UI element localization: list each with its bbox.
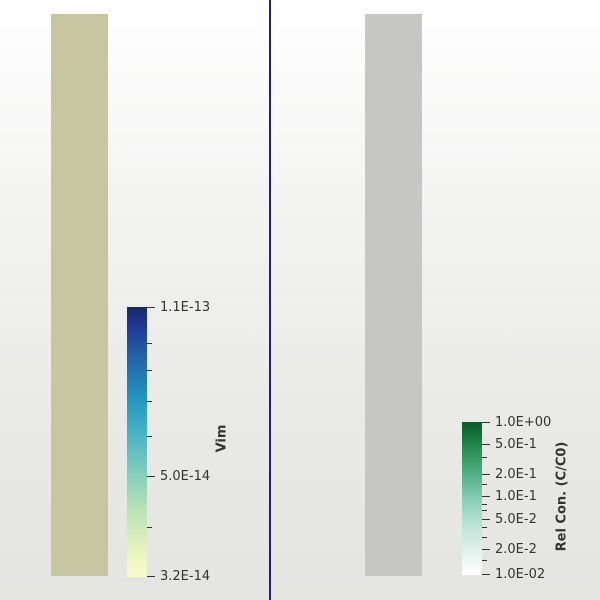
colorbar-tick (482, 510, 487, 511)
colorbar-tick (482, 457, 487, 458)
right-viewport[interactable]: 1.0E+00 5.0E-1 2.0E-1 1.0E-1 5.0E-2 2.0E… (271, 0, 600, 600)
colorbar-tick (147, 476, 155, 477)
colorbar-label-mid: 5.0E-14 (160, 469, 211, 484)
viewport-divider[interactable] (269, 0, 271, 600)
colorbar-label: 5.0E-2 (495, 512, 537, 527)
colorbar-tick (147, 370, 152, 371)
mesh-column-left (51, 14, 108, 576)
colorbar-tick (147, 401, 152, 402)
colorbar-title: Vim (214, 424, 230, 453)
colorbar-label: 2.0E-2 (495, 542, 537, 557)
colorbar-tick (147, 527, 152, 528)
colorbar-tick (482, 484, 487, 485)
colorbar-tick (482, 519, 490, 520)
colorbar-label: 1.0E-02 (495, 567, 546, 582)
colorbar-tick (147, 436, 152, 437)
colorbar-label: 1.0E+00 (495, 415, 552, 430)
colorbar-tick (482, 527, 487, 528)
colorbar-tick (482, 422, 490, 423)
colorbar-tick (147, 307, 155, 308)
colorbar-tick (482, 474, 490, 475)
left-viewport[interactable]: 1.1E-13 5.0E-14 3.2E-14 Vim (0, 0, 269, 600)
colorbar-tick (147, 343, 152, 344)
colorbar-title: Rel Con. (C/C0) (554, 441, 570, 552)
colorbar-label-max: 1.1E-13 (160, 300, 211, 315)
colorbar-tick (147, 576, 155, 577)
colorbar-tick (482, 574, 490, 575)
colorbar-label-min: 3.2E-14 (160, 569, 211, 584)
vim-colorbar (127, 307, 147, 577)
colorbar-tick (482, 496, 490, 497)
colorbar-tick (482, 444, 490, 445)
colorbar-label: 5.0E-1 (495, 437, 537, 452)
colorbar-tick (482, 560, 487, 561)
colorbar-label: 1.0E-1 (495, 489, 537, 504)
colorbar-tick (482, 537, 487, 538)
colorbar-tick (482, 504, 487, 505)
mesh-column-right (365, 14, 422, 576)
rel-con-colorbar (462, 422, 482, 575)
colorbar-label: 2.0E-1 (495, 467, 537, 482)
colorbar-tick (482, 549, 490, 550)
